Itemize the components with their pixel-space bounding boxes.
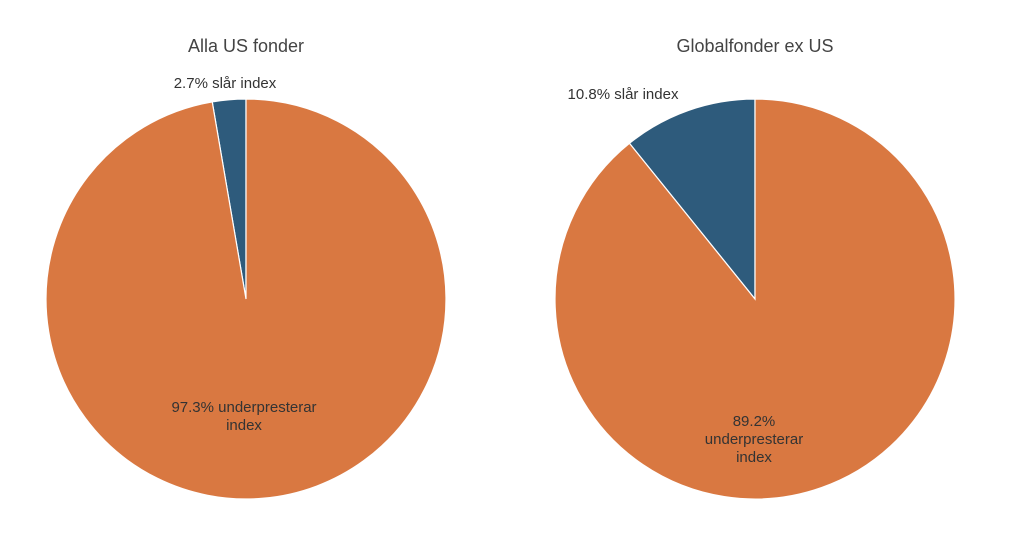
pie-chart-globalfonder-ex-us: Globalfonder ex US 10.8% slår index 89.2%… — [554, 36, 956, 500]
slice-label: 10.8% slår index — [568, 86, 679, 103]
slice-label-line: 97.3% underpresterar — [171, 399, 316, 416]
slice-label-line: index — [226, 417, 262, 434]
pie-slice-beats-index — [628, 98, 756, 301]
slice-label-line: 10.8% slår index — [568, 86, 679, 103]
chart-title: Alla US fonder — [188, 36, 304, 56]
slice-label: 2.7% slår index — [174, 75, 277, 92]
pie-chart-alla-us-fonder: Alla US fonder 2.7% slår index 97.3% unde… — [45, 36, 447, 500]
chart-title: Globalfonder ex US — [676, 36, 833, 56]
pie-slices — [554, 98, 956, 500]
slice-label-line: 2.7% slår index — [174, 75, 277, 92]
slice-labels: 10.8% slår index 89.2% underpresterar index — [568, 86, 804, 466]
slice-labels: 2.7% slår index 97.3% underpresterar index — [171, 75, 316, 434]
slice-label-line: underpresterar — [705, 431, 803, 448]
slice-label: 97.3% underpresterar index — [171, 399, 316, 434]
slice-label: 89.2% underpresterar index — [705, 413, 803, 466]
slice-label-line: index — [736, 449, 772, 466]
pie-slices — [45, 98, 447, 500]
slice-label-line: 89.2% — [733, 413, 776, 430]
